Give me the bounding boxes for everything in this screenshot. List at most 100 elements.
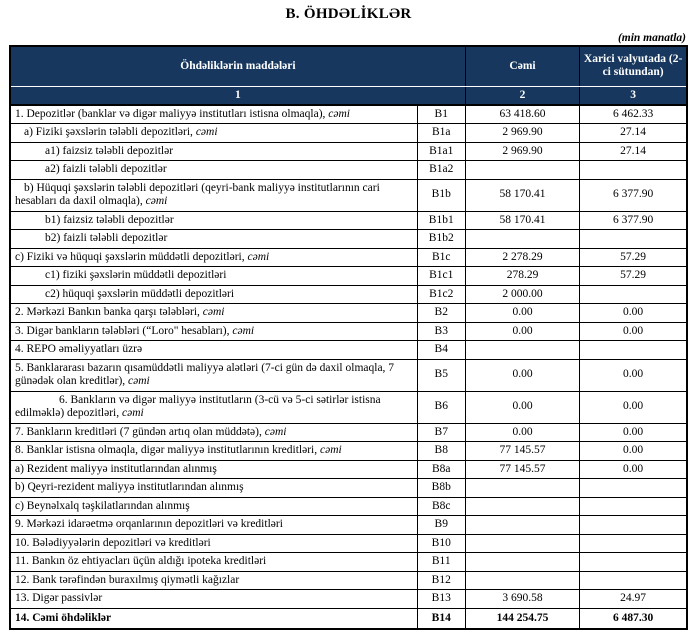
row-foreign: 27.14 [579, 123, 688, 143]
row-total: 0.00 [464, 303, 581, 323]
table-row: 8. Banklar istisna olmaqla, digər maliyy… [9, 441, 688, 461]
table-row: 13. Digər passivlər B13 3 690.58 24.97 [9, 589, 688, 609]
document: B. ÖHDƏLİKLƏR (min manatla) Öhdəliklərin… [9, 0, 688, 630]
row-total [464, 478, 581, 498]
row-label: b) Hüquqi şəxslərin tələbli depozitləri … [9, 178, 418, 212]
row-label-italic-suffix: cəmi [128, 375, 150, 387]
row-foreign [579, 340, 688, 360]
unit-note: (min manatla) [617, 32, 686, 44]
row-label: 1. Depozitlər (banklar və digər maliyyə … [9, 104, 418, 124]
row-foreign: 27.14 [579, 141, 688, 161]
row-total: 0.00 [464, 358, 581, 392]
row-foreign: 0.00 [579, 422, 688, 442]
row-label: 9. Mərkəzi idarəetmə orqanlarının depozi… [9, 515, 418, 535]
row-label: b2) faizli tələbli depozitlər [9, 229, 418, 249]
row-label: c) Beynəlxalq təşkilatlarından alınmış [9, 496, 418, 516]
row-code: B4 [416, 340, 466, 360]
table-row: 9. Mərkəzi idarəetmə orqanlarının depozi… [9, 515, 688, 535]
table-row: 1. Depozitlər (banklar və digər maliyyə … [9, 104, 688, 124]
header-items: Öhdəliklərin maddələri [9, 45, 466, 87]
table-row: b) Hüquqi şəxslərin tələbli depozitləri … [9, 178, 688, 212]
row-label: 4. REPO əməliyyatları üzrə [9, 340, 418, 360]
row-foreign [579, 160, 688, 180]
page-title: B. ÖHDƏLİKLƏR [285, 6, 412, 22]
row-total: 2 969.90 [464, 141, 581, 161]
row-foreign: 6 487.30 [579, 607, 688, 630]
row-total: 77 145.57 [464, 441, 581, 461]
table-row: b2) faizli tələbli depozitlər B1b2 [9, 229, 688, 249]
row-foreign: 0.00 [579, 321, 688, 341]
table-row: 7. Bankların kreditləri (7 gündən artıq … [9, 422, 688, 442]
row-code: B8b [416, 478, 466, 498]
header-foreign: Xarici valyutada (2-ci sütundan) [579, 45, 688, 87]
row-label: 14. Cəmi öhdəliklər [9, 607, 418, 630]
row-label: 3. Digər bankların tələbləri (“Loro" hes… [9, 321, 418, 341]
table-row: a1) faizsiz tələbli depozitlər B1a1 2 969.… [9, 141, 688, 161]
row-total: 2 969.90 [464, 123, 581, 143]
table-row: 6. Bankların və digər maliyyə institutla… [9, 390, 688, 424]
table-row: c) Fiziki və hüquqi şəxslərin müddətli d… [9, 247, 688, 267]
row-total: 2 278.29 [464, 247, 581, 267]
table-row: 2. Mərkəzi Bankın banka qarşı tələbləri,… [9, 303, 688, 323]
row-label-italic-suffix: cəmi [202, 306, 225, 318]
header-row: Öhdəliklərin maddələri Cəmi Xarici valyu… [9, 45, 688, 87]
table-row: 4. REPO əməliyyatları üzrə B4 [9, 340, 688, 360]
row-code: B9 [416, 515, 466, 535]
row-total: 58 170.41 [464, 178, 581, 212]
table-row: 10. Bələdiyyələrin depozitləri və kredit… [9, 533, 688, 553]
row-label-italic-suffix: cəmi [320, 444, 342, 456]
row-label: 13. Digər passivlər [9, 589, 418, 609]
row-code: B13 [416, 589, 466, 609]
row-code: B14 [416, 607, 466, 630]
row-foreign [579, 284, 688, 304]
row-foreign [579, 552, 688, 572]
row-total: 58 170.41 [464, 210, 581, 230]
header-col-number-1: 1 [9, 85, 466, 106]
row-code: B8c [416, 496, 466, 516]
row-foreign: 6 462.33 [579, 104, 688, 124]
header-col-number-2: 2 [464, 85, 581, 106]
table-row: 14. Cəmi öhdəliklər B14 144 254.75 6 487.30 [9, 607, 688, 630]
row-label: 10. Bələdiyyələrin depozitləri və kredit… [9, 533, 418, 553]
row-total: 0.00 [464, 390, 581, 424]
row-foreign: 0.00 [579, 459, 688, 479]
row-total: 63 418.60 [464, 104, 581, 124]
row-code: B10 [416, 533, 466, 553]
row-total [464, 515, 581, 535]
row-foreign [579, 570, 688, 590]
row-foreign [579, 496, 688, 516]
header-numbers-row: 1 2 3 [9, 85, 688, 106]
row-code: B1a1 [416, 141, 466, 161]
row-foreign: 6 377.90 [579, 210, 688, 230]
row-foreign: 57.29 [579, 247, 688, 267]
row-total: 0.00 [464, 321, 581, 341]
row-label: a) Fiziki şəxslərin tələbli depozitləri,… [9, 123, 418, 143]
row-total: 3 690.58 [464, 589, 581, 609]
row-foreign [579, 229, 688, 249]
row-label: 6. Bankların və digər maliyyə institutla… [9, 390, 418, 424]
row-label: a1) faizsiz tələbli depozitlər [9, 141, 418, 161]
table-row: a) Rezident maliyyə institutlarından alı… [9, 459, 688, 479]
row-label-italic-suffix: cəmi [328, 107, 351, 120]
row-label-italic-suffix: cəmi [232, 324, 255, 337]
table-row: a) Fiziki şəxslərin tələbli depozitləri,… [9, 123, 688, 143]
liabilities-table: Öhdəliklərin maddələri Cəmi Xarici valyu… [9, 45, 688, 630]
row-foreign: 0.00 [579, 441, 688, 461]
table-row: 5. Banklararası bazarın qısamüddətli mal… [9, 358, 688, 392]
row-code: B8a [416, 459, 466, 479]
row-label-italic-suffix: cəmi [264, 425, 287, 438]
row-foreign: 57.29 [579, 266, 688, 286]
row-total [464, 533, 581, 553]
row-foreign: 24.97 [579, 589, 688, 609]
row-foreign: 6 377.90 [579, 178, 688, 212]
row-label: c2) hüquqi şəxslərin müddətli depozitlər… [9, 284, 418, 304]
row-total: 0.00 [464, 422, 581, 442]
row-code: B12 [416, 570, 466, 590]
row-code: B8 [416, 441, 466, 461]
row-total [464, 340, 581, 360]
row-code: B1c2 [416, 284, 466, 304]
table-row: b1) faizsiz tələbli depozitlər B1b1 58 170… [9, 210, 688, 230]
row-label-italic-suffix: cəmi [145, 195, 168, 207]
row-label: 12. Bank tərəfindən buraxılmış qiymətli … [9, 570, 418, 590]
row-label: c1) fiziki şəxslərin müddətli depozitlər… [9, 266, 418, 286]
